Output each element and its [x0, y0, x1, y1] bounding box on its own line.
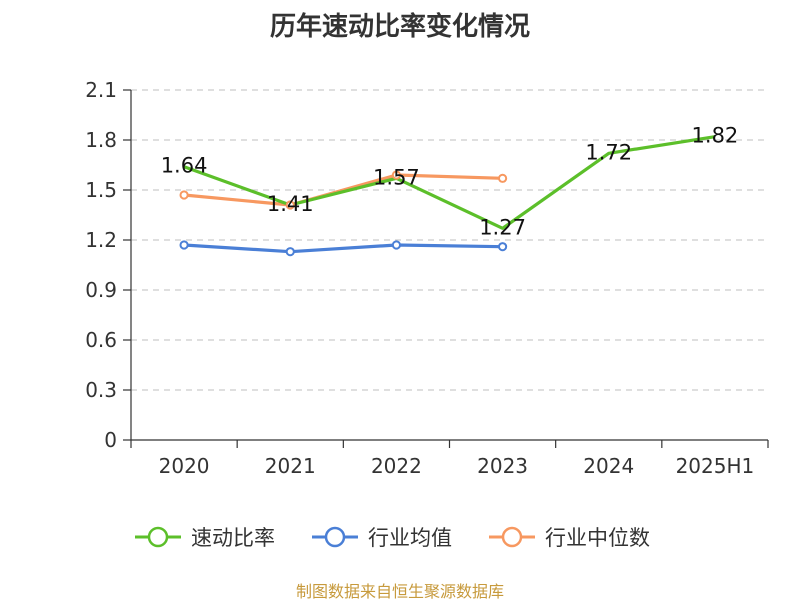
y-tick-label: 0.3 [85, 378, 117, 402]
series-marker [179, 240, 189, 250]
grid-lines [131, 89, 768, 391]
series-marker [179, 190, 189, 200]
x-tick-label: 2022 [371, 454, 422, 478]
series-markers [179, 170, 508, 257]
data-label: 1.41 [267, 192, 314, 216]
series-marker [497, 242, 508, 252]
y-tick-label: 1.2 [85, 228, 117, 252]
y-tick-label: 1.5 [85, 178, 117, 202]
legend: 速动比率 行业均值 行业中位数 [135, 526, 650, 550]
x-tick-label: 2024 [583, 454, 634, 478]
data-label: 1.72 [585, 140, 632, 164]
series-line-0 [183, 135, 716, 230]
y-tick-label: 0.6 [85, 328, 117, 352]
series-lines [183, 135, 716, 254]
series-marker [391, 170, 402, 180]
axes [123, 89, 769, 448]
y-axis-tick-labels: 0 0.3 0.6 0.9 1.2 1.5 1.8 2.1 [85, 78, 117, 452]
series-line-1 [183, 243, 503, 254]
x-tick-label: 2021 [265, 454, 316, 478]
data-label: 1.82 [692, 124, 739, 148]
x-tick-label: 2025H1 [676, 454, 755, 478]
data-label: 1.64 [161, 154, 208, 178]
data-label: 1.27 [479, 215, 526, 239]
data-labels: 1.64 1.41 1.57 1.27 1.72 1.82 [161, 124, 739, 240]
y-tick-label: 2.1 [85, 78, 117, 102]
series-marker [285, 247, 295, 257]
source-note: 制图数据来自恒生聚源数据库 [295, 582, 504, 601]
legend-label: 行业均值 [368, 526, 452, 550]
legend-label: 行业中位数 [545, 526, 650, 550]
series-marker [391, 240, 402, 250]
data-label: 1.57 [373, 165, 420, 189]
legend-marker [324, 526, 346, 548]
series-marker [285, 200, 295, 210]
legend-label: 速动比率 [191, 526, 275, 550]
legend-marker [147, 526, 169, 548]
legend-marker [501, 526, 523, 548]
chart-title: 历年速动比率变化情况 [269, 12, 530, 42]
y-tick-label: 0 [104, 428, 117, 452]
x-tick-label: 2023 [477, 454, 528, 478]
series-marker [497, 173, 508, 183]
y-tick-label: 1.8 [85, 128, 117, 152]
series-line-2 [183, 173, 503, 207]
y-tick-label: 0.9 [85, 278, 117, 302]
x-tick-label: 2020 [159, 454, 210, 478]
x-axis-tick-labels: 2020 2021 2022 2023 2024 2025H1 [159, 454, 755, 478]
